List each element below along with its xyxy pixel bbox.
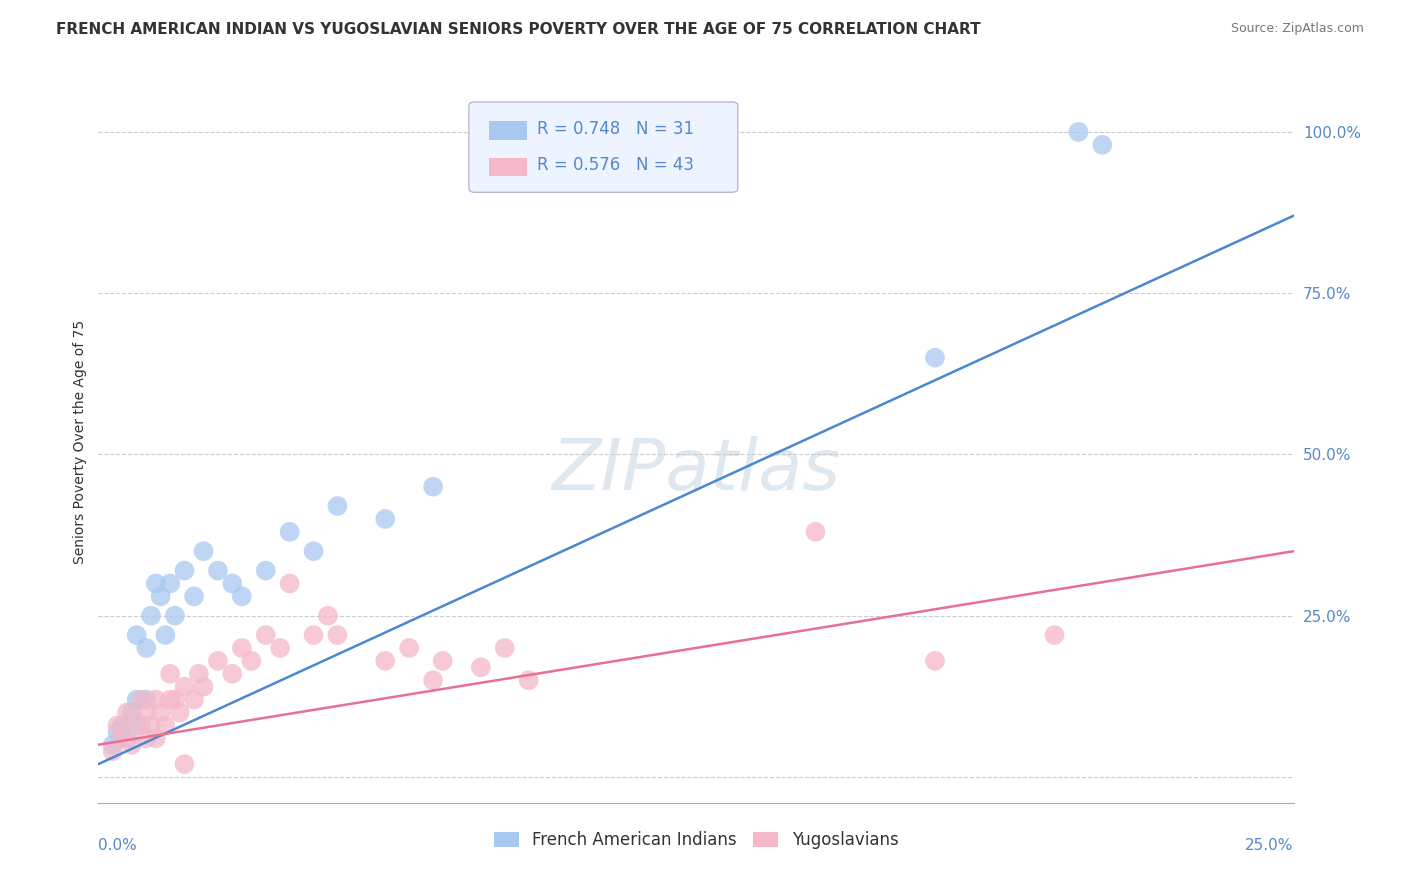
Point [924,654,946,668]
Point [145,731,167,746]
Point [302,544,325,558]
Point [173,564,195,578]
Point [183,590,205,604]
Point [269,640,291,655]
Point [278,576,301,591]
Point [155,718,177,732]
Point [131,692,153,706]
Text: Source: ZipAtlas.com: Source: ZipAtlas.com [1230,22,1364,36]
Point [125,692,148,706]
Point [316,608,339,623]
Point [163,692,186,706]
Point [135,731,157,746]
Point [121,738,143,752]
Point [115,731,138,746]
Point [231,640,253,655]
Point [145,576,167,591]
Point [432,654,454,668]
Point [139,608,162,623]
Point [131,718,153,732]
Point [135,640,157,655]
Text: 0.0%: 0.0% [98,838,138,853]
Bar [489,158,527,177]
Point [115,706,138,720]
Text: FRENCH AMERICAN INDIAN VS YUGOSLAVIAN SENIORS POVERTY OVER THE AGE OF 75 CORRELA: FRENCH AMERICAN INDIAN VS YUGOSLAVIAN SE… [56,22,981,37]
Point [107,724,129,739]
Point [326,628,349,642]
Point [517,673,540,688]
Point [101,744,124,758]
Point [125,628,148,642]
Point [1067,125,1090,139]
Text: ZIPatlas: ZIPatlas [551,436,841,505]
Point [422,480,444,494]
Text: 25.0%: 25.0% [1246,838,1294,853]
Point [374,654,396,668]
Point [159,666,181,681]
Point [107,718,129,732]
Point [924,351,946,365]
Point [240,654,263,668]
Point [193,544,215,558]
Point [804,524,827,539]
Y-axis label: Seniors Poverty Over the Age of 75: Seniors Poverty Over the Age of 75 [73,319,87,564]
Point [149,706,172,720]
Bar [489,121,527,140]
Point [398,640,420,655]
Point [494,640,516,655]
Point [422,673,444,688]
Point [121,706,143,720]
Point [139,718,162,732]
Point [125,718,148,732]
Point [193,680,215,694]
Point [145,692,167,706]
Text: R = 0.576   N = 43: R = 0.576 N = 43 [537,156,695,174]
Point [111,731,134,746]
Point [207,654,229,668]
Point [254,564,277,578]
Point [149,590,172,604]
Point [155,628,177,642]
Point [159,692,181,706]
Point [173,757,195,772]
FancyBboxPatch shape [470,102,738,193]
Point [135,692,157,706]
Point [221,666,243,681]
Point [1043,628,1066,642]
Point [221,576,243,591]
Point [173,680,195,694]
Point [1091,137,1114,152]
Point [135,706,157,720]
Point [302,628,325,642]
Point [374,512,396,526]
Point [187,666,209,681]
Point [207,564,229,578]
Text: R = 0.748   N = 31: R = 0.748 N = 31 [537,120,695,137]
Point [101,738,124,752]
Point [470,660,492,674]
Point [159,576,181,591]
Point [111,718,134,732]
Point [326,499,349,513]
Point [231,590,253,604]
Legend: French American Indians, Yugoslavians: French American Indians, Yugoslavians [486,824,905,856]
Point [163,608,186,623]
Point [278,524,301,539]
Point [183,692,205,706]
Point [169,706,191,720]
Point [254,628,277,642]
